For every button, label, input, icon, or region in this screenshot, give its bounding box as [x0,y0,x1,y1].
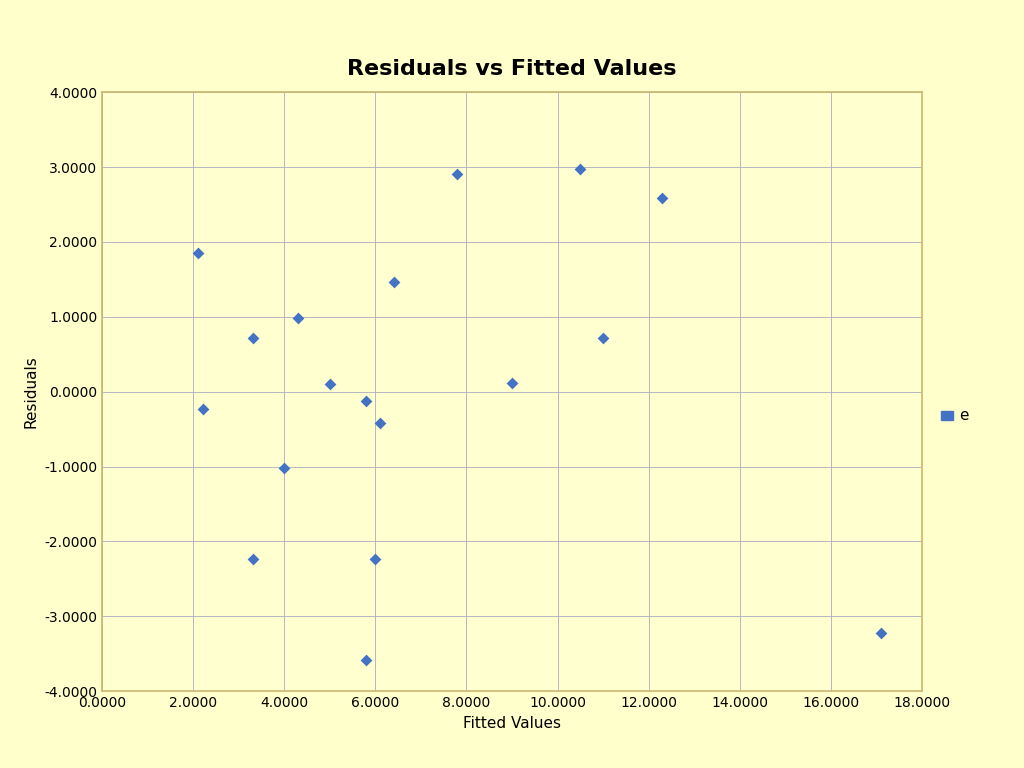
Point [290,312,306,324]
Point [654,191,671,204]
Point [276,462,293,474]
Point [595,332,611,344]
Point [385,276,401,288]
Point [368,552,384,564]
Point [245,552,261,564]
Point [189,247,206,260]
Y-axis label: Residuals: Residuals [24,356,39,428]
Point [572,163,589,175]
Text: e: e [959,408,969,423]
Point [872,627,889,639]
Title: Residuals vs Fitted Values: Residuals vs Fitted Values [347,59,677,80]
Point [358,396,375,408]
Point [450,167,466,180]
Point [372,417,388,429]
Point [504,376,520,389]
Point [195,402,211,415]
Point [322,378,338,390]
Point [358,654,375,666]
Point [245,332,261,344]
X-axis label: Fitted Values: Fitted Values [463,716,561,730]
